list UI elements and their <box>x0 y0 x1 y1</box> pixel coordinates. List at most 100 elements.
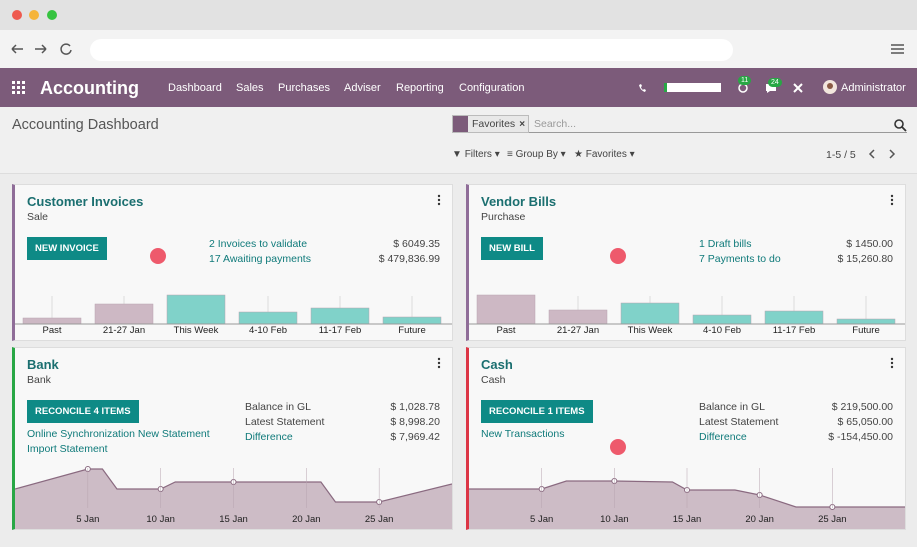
card-button[interactable]: NEW BILL <box>481 237 543 260</box>
x-tick-label: 20 Jan <box>292 514 321 525</box>
label: Favorites <box>585 149 627 160</box>
card-button[interactable]: NEW INVOICE <box>27 237 107 260</box>
x-tick-label: 20 Jan <box>745 514 774 525</box>
app-name: Accounting <box>40 78 139 98</box>
x-tick-label: 21-27 Jan <box>557 325 599 336</box>
dashboard-card: 5 Jan 10 Jan 15 Jan 20 Jan 25 Jan Cash Cash REC… <box>466 347 906 530</box>
row-link[interactable]: 2 Invoices to validate <box>209 238 308 250</box>
menu-item[interactable]: Configuration <box>459 82 525 94</box>
x-tick-label: This Week <box>174 325 219 336</box>
row-amount: $ 6049.35 <box>393 238 440 250</box>
bar <box>94 303 154 325</box>
status-dot <box>610 439 626 455</box>
bar <box>476 294 536 325</box>
dashboard-card: 5 Jan 10 Jan 15 Jan 20 Jan 25 Jan Bank Bank REC… <box>12 347 453 530</box>
row-label: Latest Statement <box>245 416 325 428</box>
x-tick-label: This Week <box>628 325 673 336</box>
card-button[interactable]: RECONCILE 4 ITEMS <box>27 400 139 423</box>
x-tick-label: 11-17 Feb <box>319 325 362 336</box>
card-subtitle: Cash <box>481 374 506 386</box>
x-tick-label: 15 Jan <box>219 514 248 525</box>
card-graph: 5 Jan 10 Jan 15 Jan 20 Jan 25 Jan <box>15 466 452 529</box>
x-tick-label: 15 Jan <box>673 514 702 525</box>
badge: 24 <box>768 78 782 87</box>
row-amount: $ 7,969.42 <box>390 431 440 443</box>
x-tick-label: 11-17 Feb <box>773 325 816 336</box>
search-input[interactable]: Search... <box>534 118 577 130</box>
x-tick-label: 10 Jan <box>600 514 629 525</box>
address-bar[interactable] <box>90 39 733 61</box>
x-tick-label: 21-27 Jan <box>103 325 145 336</box>
x-tick-label: 5 Jan <box>76 514 99 525</box>
x-tick-label: Future <box>398 325 425 336</box>
row-amount: $ 65,050.00 <box>837 416 893 428</box>
label: Group By <box>515 149 558 160</box>
filters-button[interactable]: ▼ Filters ▾ <box>452 149 500 160</box>
search-facet[interactable]: Favorites × <box>452 115 530 133</box>
status-dot <box>610 248 626 264</box>
row-amount: $ 1450.00 <box>846 238 893 250</box>
menu-item[interactable]: Dashboard <box>168 82 222 94</box>
card-menu <box>890 194 894 206</box>
facet-label: Favorites <box>472 118 516 130</box>
card-subtitle: Bank <box>27 374 51 386</box>
dashboard-card: Past 21-27 Jan This Week 4-10 Feb 11-17 Feb F… <box>12 184 453 341</box>
card-title[interactable]: Bank <box>27 357 59 372</box>
row-amount: $ 15,260.80 <box>837 253 893 265</box>
line <box>15 468 452 503</box>
card-subtitle: Sale <box>27 211 49 223</box>
action-link[interactable]: New Transactions <box>481 428 565 440</box>
row-link[interactable]: 7 Payments to do <box>699 253 781 265</box>
bar <box>238 311 298 325</box>
bar <box>836 318 896 325</box>
x-tick-label: 25 Jan <box>818 514 847 525</box>
menu-item[interactable]: Purchases <box>278 82 330 94</box>
pager: 1-5 / 5 <box>826 149 856 161</box>
card-subtitle: Purchase <box>481 211 526 223</box>
browser-chrome <box>0 10 917 68</box>
card-button[interactable]: RECONCILE 1 ITEMS <box>481 400 593 423</box>
avatar[interactable] <box>823 80 837 94</box>
groupby-button[interactable]: ≡ Group By ▾ <box>507 149 566 160</box>
x-tick-label: Past <box>42 325 61 336</box>
row-link[interactable]: Difference <box>245 431 293 443</box>
card-menu <box>437 194 441 206</box>
favorites-button[interactable]: ★ Favorites ▾ <box>574 149 635 160</box>
search-icon[interactable] <box>893 118 907 132</box>
bar <box>22 317 82 325</box>
row-amount: $ -154,450.00 <box>828 431 893 443</box>
x-tick-label: 10 Jan <box>146 514 175 525</box>
row-link[interactable]: 1 Draft bills <box>699 238 752 250</box>
row-link[interactable]: 17 Awaiting payments <box>209 253 311 265</box>
card-menu <box>890 357 894 369</box>
action-link[interactable]: Online Synchronization New Statement <box>27 428 210 440</box>
browser-titlebar <box>0 0 917 30</box>
bar <box>166 294 226 325</box>
card-graph: 5 Jan 10 Jan 15 Jan 20 Jan 25 Jan <box>469 468 905 529</box>
row-label: Balance in GL <box>699 401 765 413</box>
card-graph: Past 21-27 Jan This Week 4-10 Feb 11-17 Feb F… <box>15 294 452 336</box>
menu-item[interactable]: Reporting <box>396 82 444 94</box>
bar <box>310 307 370 325</box>
label: Filters <box>464 149 492 160</box>
bar <box>548 309 608 325</box>
apps-icon[interactable] <box>12 81 26 95</box>
card-title[interactable]: Vendor Bills <box>481 194 557 209</box>
row-amount: $ 1,028.78 <box>390 401 440 413</box>
card-title[interactable]: Cash <box>481 357 513 372</box>
badge: 11 <box>738 76 752 85</box>
action-link[interactable]: Import Statement <box>27 443 108 455</box>
user-name[interactable]: Administrator <box>841 82 906 94</box>
pager-arrows[interactable] <box>866 148 900 160</box>
x-tick-label: 4-10 Feb <box>703 325 741 336</box>
menu-item[interactable]: Sales <box>236 82 264 94</box>
menu-item[interactable]: Adviser <box>344 82 381 94</box>
row-label: Latest Statement <box>699 416 779 428</box>
row-link[interactable]: Difference <box>699 431 747 443</box>
status-dot <box>150 248 166 264</box>
x-tick-label: Future <box>852 325 879 336</box>
row-label: Balance in GL <box>245 401 311 413</box>
card-title[interactable]: Customer Invoices <box>27 194 144 209</box>
x-tick-label: 4-10 Feb <box>249 325 287 336</box>
